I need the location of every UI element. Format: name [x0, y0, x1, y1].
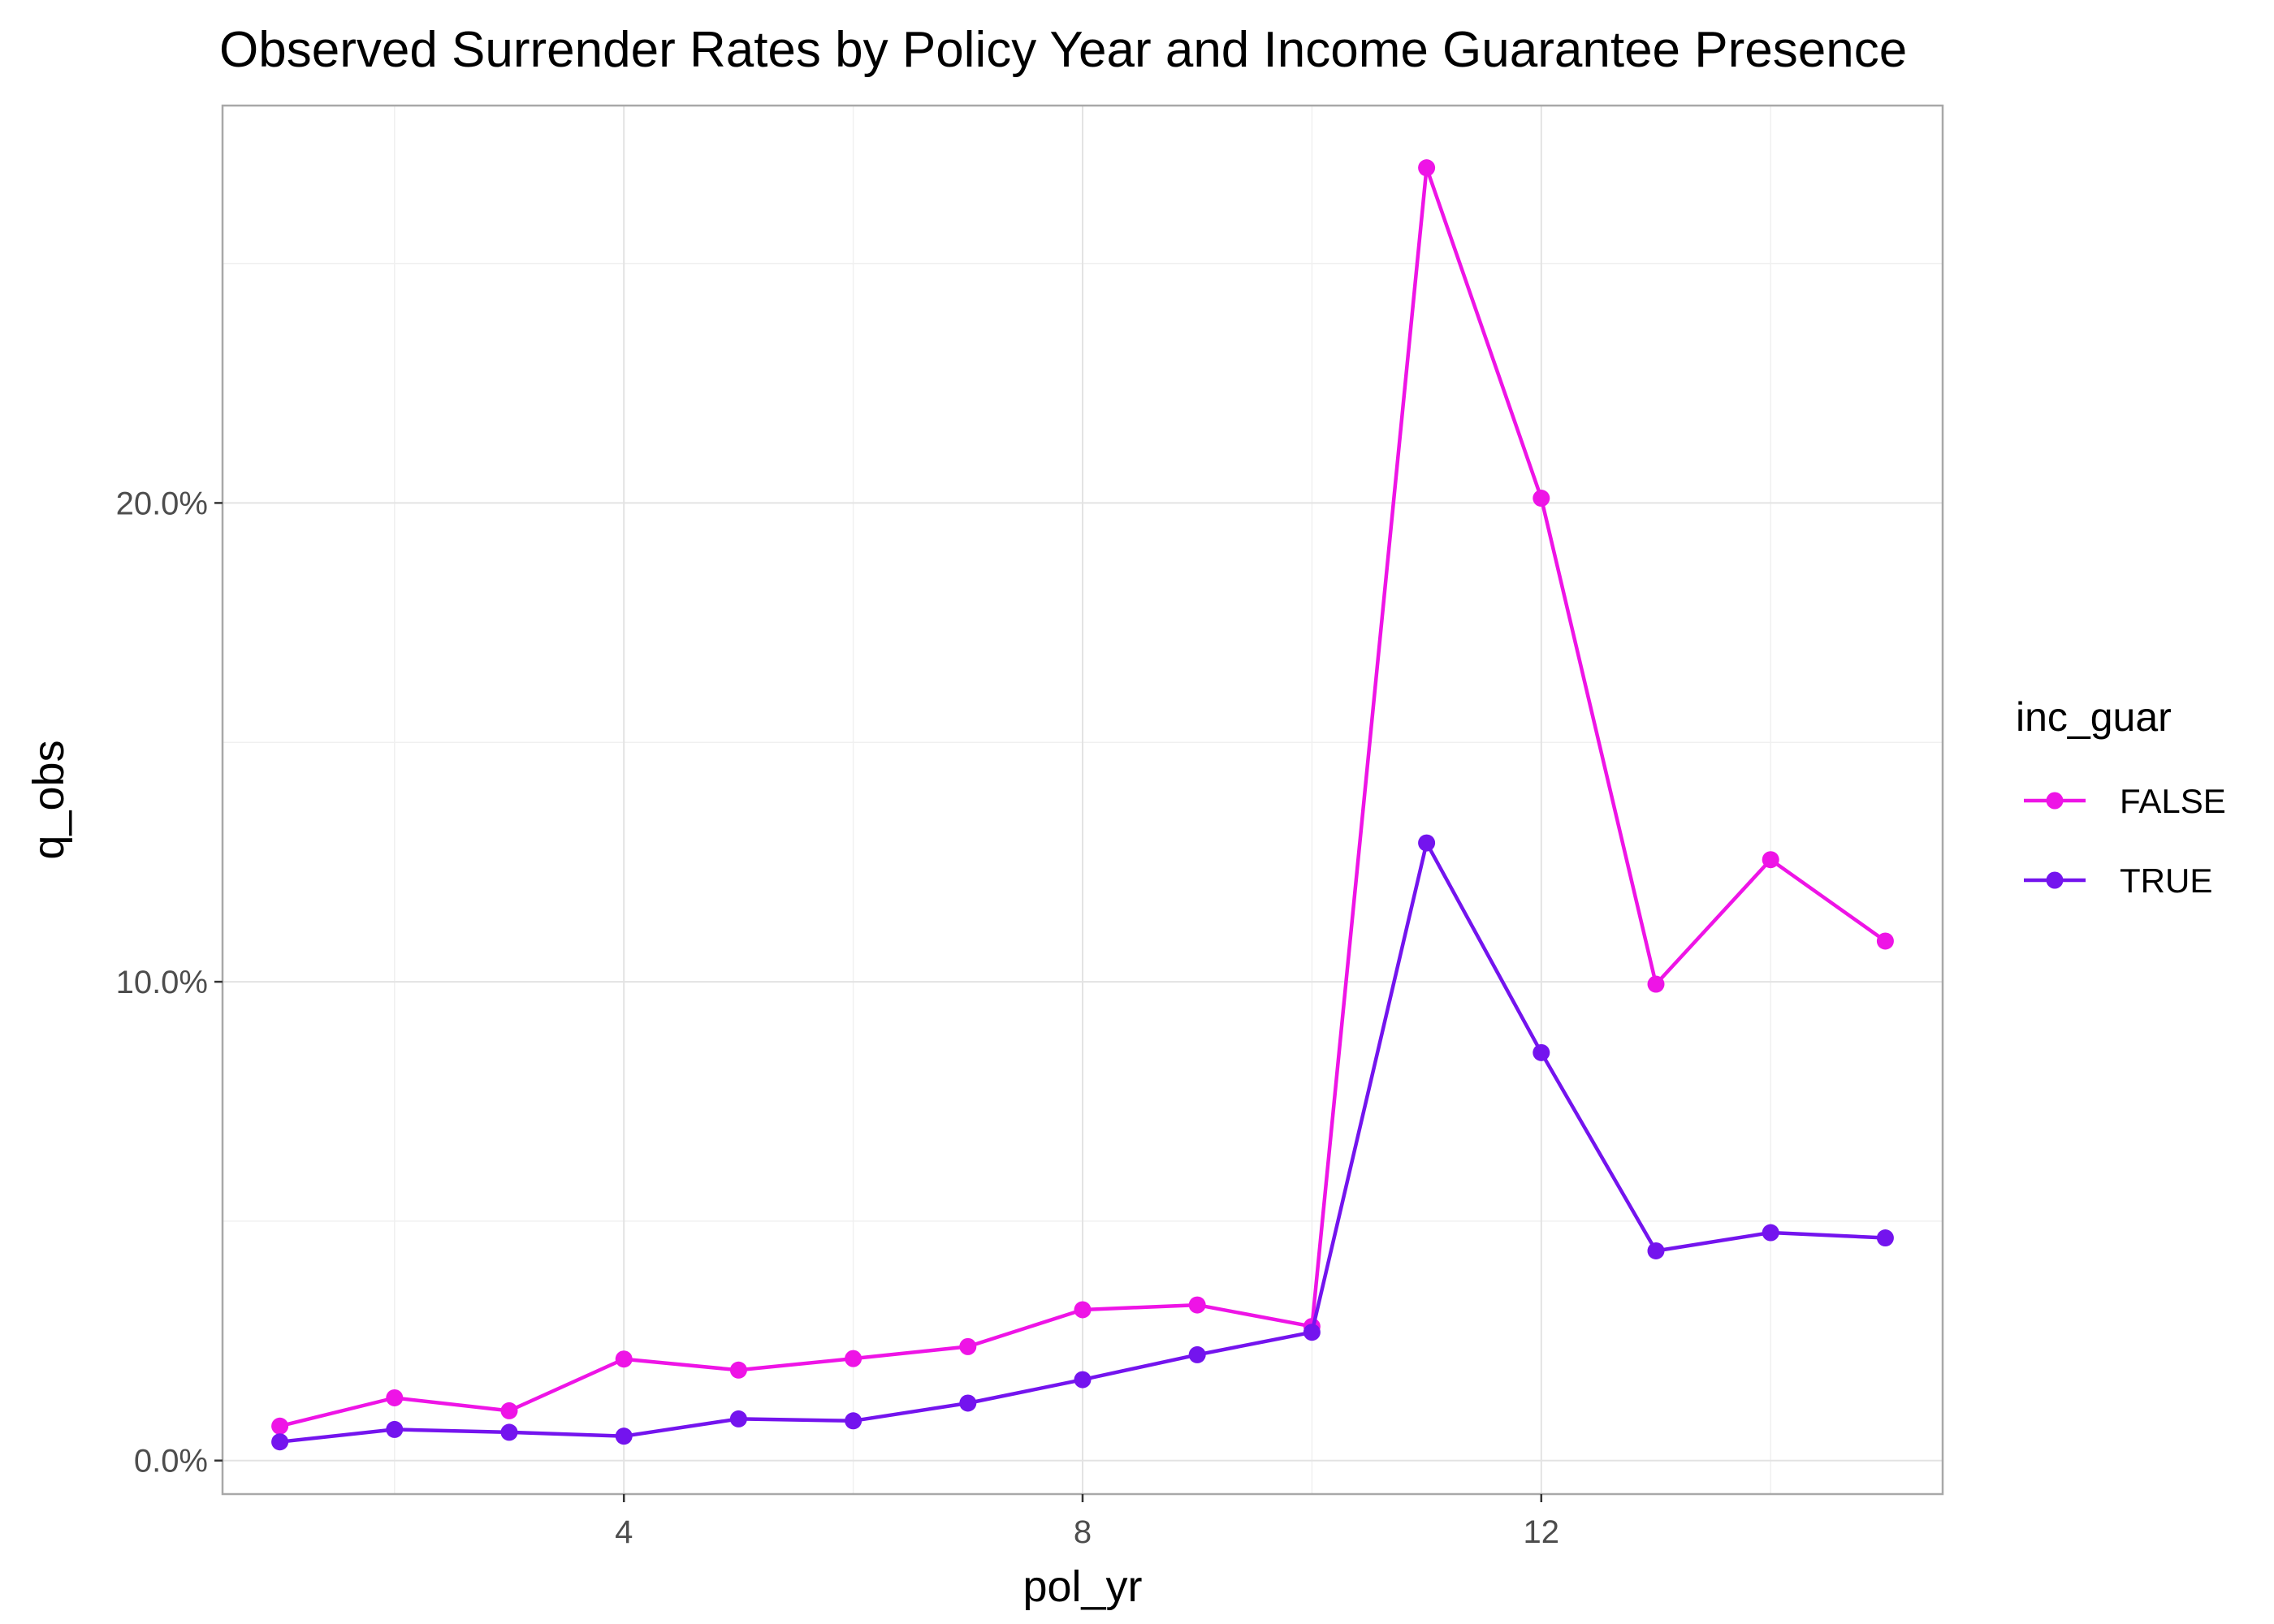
- legend-title: inc_guar: [2016, 694, 2172, 740]
- data-point-true: [1533, 1043, 1550, 1061]
- x-axis-title: pol_yr: [1022, 1562, 1142, 1611]
- y-axis: 0.0% 10.0% 20.0%: [116, 486, 223, 1479]
- x-axis: 4 8 12: [615, 1494, 1559, 1550]
- data-point-false: [729, 1361, 747, 1379]
- data-point-true: [959, 1394, 977, 1412]
- legend-label: TRUE: [2120, 862, 2212, 900]
- data-point-false: [1418, 159, 1436, 177]
- y-tick-label: 0.0%: [134, 1444, 208, 1479]
- y-tick-label: 20.0%: [116, 486, 208, 521]
- data-point-false: [1647, 975, 1665, 993]
- data-point-true: [1074, 1371, 1092, 1389]
- series-false: [271, 159, 1894, 1435]
- x-tick-label: 12: [1524, 1514, 1560, 1550]
- data-point-false: [271, 1417, 289, 1435]
- legend: inc_guar FALSE TRUE: [2016, 694, 2226, 900]
- y-tick-label: 10.0%: [116, 965, 208, 1000]
- chart-title: Observed Surrender Rates by Policy Year …: [219, 22, 1907, 78]
- series-layer: [271, 159, 1894, 1451]
- data-point-false: [386, 1389, 404, 1406]
- data-point-true: [729, 1410, 747, 1427]
- data-point-true: [1647, 1242, 1665, 1259]
- data-point-false: [1533, 490, 1550, 508]
- series-true: [271, 834, 1894, 1451]
- data-point-false: [959, 1337, 977, 1355]
- data-point-true: [1188, 1345, 1206, 1363]
- data-point-true: [271, 1433, 289, 1451]
- legend-item-true: TRUE: [2024, 862, 2212, 900]
- data-point-true: [1418, 834, 1436, 852]
- x-tick-label: 8: [1074, 1514, 1092, 1550]
- data-point-false: [1762, 851, 1779, 869]
- data-point-true: [1303, 1324, 1321, 1341]
- data-point-false: [1074, 1301, 1092, 1319]
- legend-key-point: [2046, 871, 2064, 889]
- data-point-false: [1876, 932, 1894, 950]
- legend-label: FALSE: [2120, 782, 2226, 820]
- data-point-true: [1762, 1224, 1779, 1242]
- data-point-true: [845, 1412, 862, 1430]
- y-axis-title: q_obs: [24, 740, 73, 859]
- data-point-false: [1188, 1296, 1206, 1314]
- legend-item-false: FALSE: [2024, 782, 2226, 820]
- legend-key-point: [2046, 792, 2064, 810]
- data-point-true: [500, 1423, 518, 1441]
- grid: [223, 106, 1943, 1494]
- data-point-false: [500, 1402, 518, 1419]
- data-point-false: [845, 1350, 862, 1367]
- data-point-true: [615, 1427, 633, 1445]
- data-point-true: [1876, 1229, 1894, 1247]
- data-point-false: [615, 1350, 633, 1368]
- x-tick-label: 4: [615, 1514, 633, 1550]
- data-point-true: [386, 1420, 404, 1438]
